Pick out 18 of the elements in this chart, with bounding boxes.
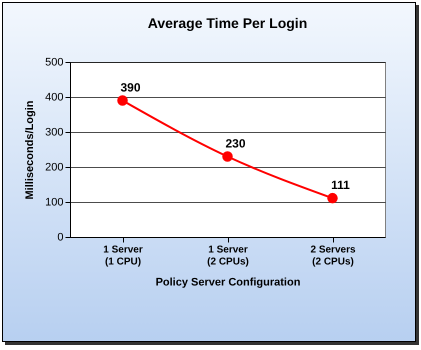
y-tick-label: 200 [45, 162, 64, 174]
x-axis-title: Policy Server Configuration [156, 276, 301, 288]
y-tick-label: 0 [57, 232, 64, 244]
y-tick-label: 300 [45, 126, 64, 138]
point [327, 192, 338, 204]
point [222, 151, 233, 162]
x-tick-label: 1 Server (2 CPUs) [207, 244, 249, 268]
data-label: 111 [331, 178, 350, 192]
y-tick-label: 500 [45, 56, 64, 68]
x-tick-label: 2 Servers (2 CPUs) [310, 244, 356, 268]
y-axis-title: Milliseconds/Login [24, 100, 36, 200]
point [117, 95, 128, 106]
y-tick-label: 100 [45, 196, 64, 208]
x-tick-label: 1 Server (1 CPU) [103, 244, 143, 268]
data-label: 230 [225, 136, 246, 150]
chart-title: Average Time Per Login [148, 15, 308, 31]
y-tick-label: 400 [45, 92, 64, 104]
data-label: 390 [120, 80, 141, 94]
